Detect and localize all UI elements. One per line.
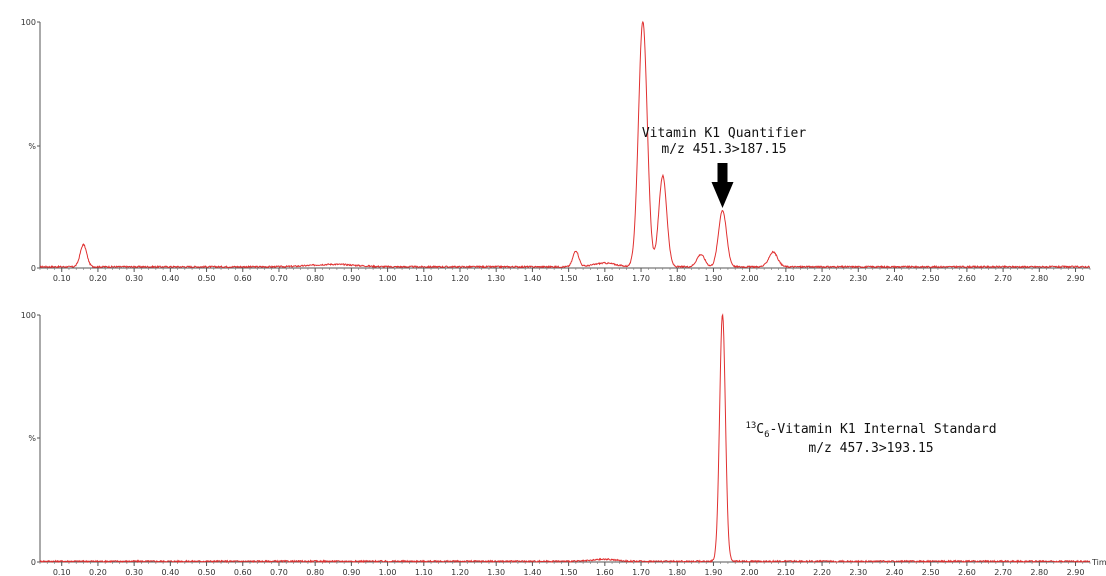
x-tick-label: 1.90 <box>705 568 723 576</box>
x-tick-label: 2.90 <box>1067 568 1085 576</box>
x-tick-label: 0.60 <box>234 274 252 283</box>
x-tick-label: 2.10 <box>777 568 795 576</box>
x-tick-label: 2.70 <box>994 274 1012 283</box>
x-tick-label: 1.70 <box>632 568 650 576</box>
x-tick-label: 0.20 <box>89 568 107 576</box>
internal-standard-panel: 100% 0 0.10 0.20 0.30 0.40 0.50 0.60 0.70 0.80 0.9… <box>21 311 1106 576</box>
x-tick-label: 1.00 <box>379 274 397 283</box>
x-tick-label: 2.90 <box>1067 274 1085 283</box>
x-tick-label: 2.50 <box>922 274 940 283</box>
y-tick-label: % <box>28 434 36 443</box>
x-tick-label: 1.10 <box>415 568 433 576</box>
x-tick-label: 0.60 <box>234 568 252 576</box>
x-tick-label: 1.40 <box>524 274 542 283</box>
x-tick-label: 1.90 <box>705 274 723 283</box>
annotation-transition: m/z 451.3>187.15 <box>661 142 786 157</box>
x-tick-label: 2.00 <box>741 274 759 283</box>
x-tick-label: 0.20 <box>89 274 107 283</box>
x-tick-label: 1.80 <box>668 568 686 576</box>
x-tick-label: 1.60 <box>596 274 614 283</box>
x-tick-label: 1.70 <box>632 274 650 283</box>
x-tick-label: 0.50 <box>198 274 216 283</box>
annotation-title: Vitamin K1 Quantifier <box>642 126 807 141</box>
x-tick-label: 1.10 <box>415 274 433 283</box>
x-axis-label: Tim <box>1091 558 1106 567</box>
annotation-title: 13C6-Vitamin K1 Internal Standard <box>745 421 996 440</box>
x-tick-label: 2.60 <box>958 568 976 576</box>
x-tick-label: 2.60 <box>958 274 976 283</box>
x-tick-label: 0.80 <box>306 274 324 283</box>
x-tick-label: 1.30 <box>487 568 505 576</box>
x-tick-label: 1.00 <box>379 568 397 576</box>
x-tick-label: 1.50 <box>560 274 578 283</box>
x-tick-label: 1.60 <box>596 568 614 576</box>
x-tick-label: 2.70 <box>994 568 1012 576</box>
x-tick-label: 2.80 <box>1030 274 1048 283</box>
x-tick-label: 0.90 <box>342 274 360 283</box>
x-tick-label: 2.30 <box>849 568 867 576</box>
peak-arrow-icon <box>711 163 734 208</box>
x-tick-label: 2.40 <box>886 274 904 283</box>
x-tick-label: 0.90 <box>342 568 360 576</box>
y-tick-label: % <box>28 142 36 151</box>
x-tick-label: 2.50 <box>922 568 940 576</box>
annotation-transition: m/z 457.3>193.15 <box>808 441 933 456</box>
y-tick-label: 100 <box>21 311 36 320</box>
x-tick-label: 1.50 <box>560 568 578 576</box>
x-tick-label: 0.70 <box>270 274 288 283</box>
x-tick-label: 0.10 <box>53 274 71 283</box>
x-tick-label: 1.40 <box>524 568 542 576</box>
y-tick-label: 100 <box>21 18 36 27</box>
x-tick-label: 0.30 <box>125 274 143 283</box>
x-tick-label: 2.10 <box>777 274 795 283</box>
x-tick-label: 0.40 <box>161 274 179 283</box>
x-tick-label: 0.50 <box>198 568 216 576</box>
x-tick-label: 0.30 <box>125 568 143 576</box>
y-tick-label: 0 <box>31 264 36 273</box>
x-tick-label: 1.20 <box>451 274 469 283</box>
chromatogram-trace <box>39 313 1091 564</box>
x-tick-label: 0.70 <box>270 568 288 576</box>
quantifier-panel: 100% 0 0.10 0.20 0.30 0.40 0.50 0.60 0.70 0.80 0.9… <box>21 18 1091 283</box>
chromatogram-trace <box>39 20 1090 269</box>
x-tick-label: 2.00 <box>741 568 759 576</box>
x-tick-label: 2.40 <box>886 568 904 576</box>
x-tick-label: 1.80 <box>668 274 686 283</box>
y-tick-label: 0 <box>31 558 36 567</box>
x-tick-label: 1.30 <box>487 274 505 283</box>
x-tick-label: 2.30 <box>849 274 867 283</box>
x-tick-label: 1.20 <box>451 568 469 576</box>
x-tick-label: 0.10 <box>53 568 71 576</box>
x-tick-label: 2.20 <box>813 274 831 283</box>
x-tick-label: 0.40 <box>161 568 179 576</box>
x-tick-label: 0.80 <box>306 568 324 576</box>
x-tick-label: 2.20 <box>813 568 831 576</box>
x-tick-label: 2.80 <box>1030 568 1048 576</box>
